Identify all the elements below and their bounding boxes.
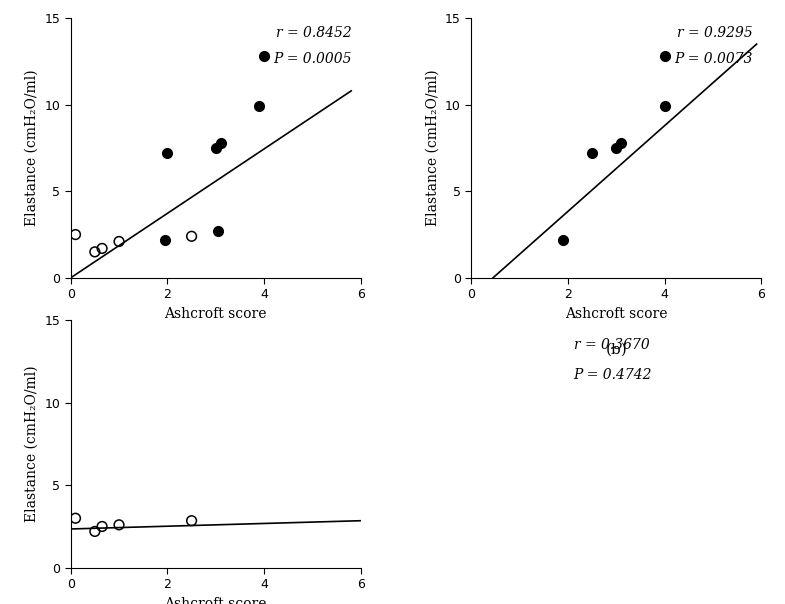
X-axis label: Ashcroft score: Ashcroft score: [565, 307, 667, 321]
Y-axis label: Elastance (cmH₂O/ml): Elastance (cmH₂O/ml): [25, 69, 38, 226]
Point: [89, 527, 101, 536]
X-axis label: Ashcroft score: Ashcroft score: [165, 307, 267, 321]
Point: [610, 143, 623, 153]
Point: [161, 149, 173, 158]
Text: (a): (a): [205, 342, 226, 357]
Text: r = 0.9295: r = 0.9295: [677, 26, 753, 40]
Point: [210, 143, 222, 153]
Point: [96, 522, 108, 532]
Point: [159, 235, 171, 245]
Point: [96, 243, 108, 253]
Point: [69, 513, 82, 523]
Y-axis label: Elastance (cmH₂O/ml): Elastance (cmH₂O/ml): [25, 365, 38, 522]
Point: [659, 101, 671, 111]
Point: [185, 231, 198, 241]
Point: [89, 247, 101, 257]
Point: [69, 230, 82, 239]
Point: [615, 138, 627, 147]
Point: [257, 51, 270, 61]
Text: P = 0.4742: P = 0.4742: [573, 368, 652, 382]
Point: [659, 51, 671, 61]
Y-axis label: Elastance (cmH₂O/ml): Elastance (cmH₂O/ml): [425, 69, 440, 226]
Point: [557, 235, 569, 245]
Text: P = 0.0073: P = 0.0073: [674, 52, 753, 66]
Point: [586, 149, 598, 158]
Point: [253, 101, 265, 111]
Point: [214, 138, 227, 147]
Text: P = 0.0005: P = 0.0005: [274, 52, 352, 66]
Text: (b): (b): [605, 342, 627, 357]
Point: [113, 237, 126, 246]
Text: r = 0.8452: r = 0.8452: [276, 26, 352, 40]
X-axis label: Ashcroft score: Ashcroft score: [165, 597, 267, 604]
Text: r = 0.3670: r = 0.3670: [575, 338, 650, 352]
Point: [113, 520, 126, 530]
Point: [212, 226, 225, 236]
Point: [185, 516, 198, 525]
